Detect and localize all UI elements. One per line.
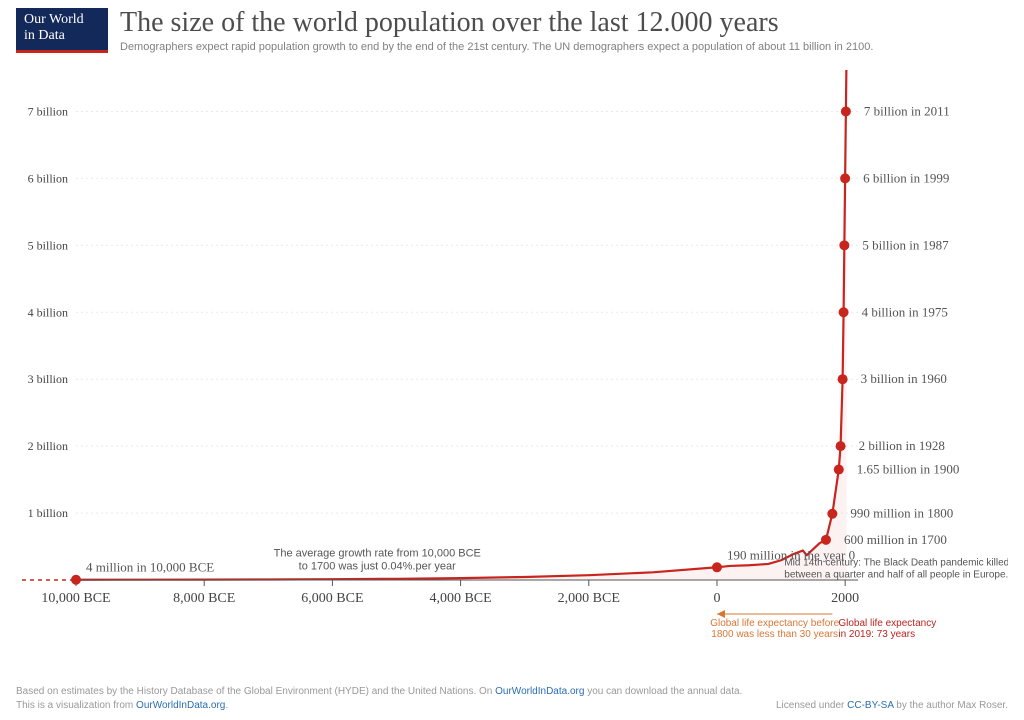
x-tick-label: 6,000 BCE xyxy=(301,591,363,606)
logo-line1: Our World xyxy=(24,12,100,28)
y-tick-label: 6 billion xyxy=(28,171,68,185)
milestone-point xyxy=(834,465,844,475)
life-expectancy-note-orange: Global life expectancy before xyxy=(710,618,839,629)
x-tick-label: 10,000 BCE xyxy=(41,591,110,606)
x-tick-label: 0 xyxy=(713,591,720,606)
x-tick-label: 2000 xyxy=(831,591,859,606)
milestone-point xyxy=(840,173,850,183)
x-tick-label: 2,000 BCE xyxy=(558,591,620,606)
life-expectancy-note-red: in 2019: 73 years xyxy=(838,629,915,640)
life-expectancy-note-red: Global life expectancy xyxy=(838,618,936,629)
milestone-point xyxy=(841,106,851,116)
footer-line1-post: you can download the annual data. xyxy=(584,686,742,697)
series-line xyxy=(76,70,847,580)
milestone-label: 5 billion in 1987 xyxy=(862,237,949,252)
milestone-label: 990 million in 1800 xyxy=(850,506,953,521)
milestone-label: 6 billion in 1999 xyxy=(863,170,949,185)
milestone-label: 1.65 billion in 1900 xyxy=(857,462,960,477)
black-death-note: between a quarter and half of all people… xyxy=(784,569,1008,580)
y-tick-label: 1 billion xyxy=(28,506,68,520)
y-tick-label: 3 billion xyxy=(28,372,68,386)
series-area xyxy=(76,70,847,580)
footer-license-pre: Licensed under xyxy=(776,700,847,711)
milestone-label: 600 million in 1700 xyxy=(844,532,947,547)
chart-container: 1 billion 2 billion 3 billion 4 billion 5 bi… xyxy=(16,70,1008,656)
milestone-point xyxy=(712,562,722,572)
footer: Based on estimates by the History Databa… xyxy=(16,685,1008,712)
population-chart: 1 billion 2 billion 3 billion 4 billion 5 bi… xyxy=(16,70,1008,656)
milestone-point xyxy=(839,307,849,317)
milestone-point xyxy=(838,374,848,384)
y-tick-label: 2 billion xyxy=(28,439,68,453)
footer-license-link[interactable]: CC-BY-SA xyxy=(847,700,893,711)
x-tick-label: 4,000 BCE xyxy=(429,591,491,606)
y-tick-label: 5 billion xyxy=(28,238,68,252)
x-tick-label: 8,000 BCE xyxy=(173,591,235,606)
life-expectancy-note-orange: 1800 was less than 30 years xyxy=(711,629,838,640)
milestone-label: 4 billion in 1975 xyxy=(862,304,948,319)
footer-line2-post: . xyxy=(225,700,228,711)
chart-title: The size of the world population over th… xyxy=(120,8,1008,37)
logo-line2: in Data xyxy=(24,28,100,44)
footer-line2-pre: This is a visualization from xyxy=(16,700,136,711)
chart-subtitle: Demographers expect rapid population gro… xyxy=(120,41,1008,53)
footer-link-owid2[interactable]: OurWorldInData.org xyxy=(136,700,225,711)
arrowhead-icon xyxy=(717,610,725,618)
growth-rate-note: to 1700 was just 0.04%.per year xyxy=(299,561,456,573)
milestone-label: 3 billion in 1960 xyxy=(861,371,947,386)
black-death-note: Mid 14th century: The Black Death pandem… xyxy=(784,557,1008,568)
milestone-point xyxy=(839,240,849,250)
footer-license-post: by the author Max Roser. xyxy=(893,700,1008,711)
y-tick-label: 4 billion xyxy=(28,305,68,319)
milestone-label: 4 million in 10,000 BCE xyxy=(86,560,214,575)
milestone-point xyxy=(836,441,846,451)
y-tick-label: 7 billion xyxy=(28,104,68,118)
milestone-point xyxy=(71,575,81,585)
owid-logo: Our World in Data xyxy=(16,8,108,53)
milestone-label: 2 billion in 1928 xyxy=(859,438,945,453)
milestone-point xyxy=(827,509,837,519)
footer-line1-pre: Based on estimates by the History Databa… xyxy=(16,686,495,697)
growth-rate-note: The average growth rate from 10,000 BCE xyxy=(274,548,481,560)
milestone-label: 7 billion in 2011 xyxy=(864,103,950,118)
milestone-point xyxy=(821,535,831,545)
footer-link-owid1[interactable]: OurWorldInData.org xyxy=(495,686,584,697)
